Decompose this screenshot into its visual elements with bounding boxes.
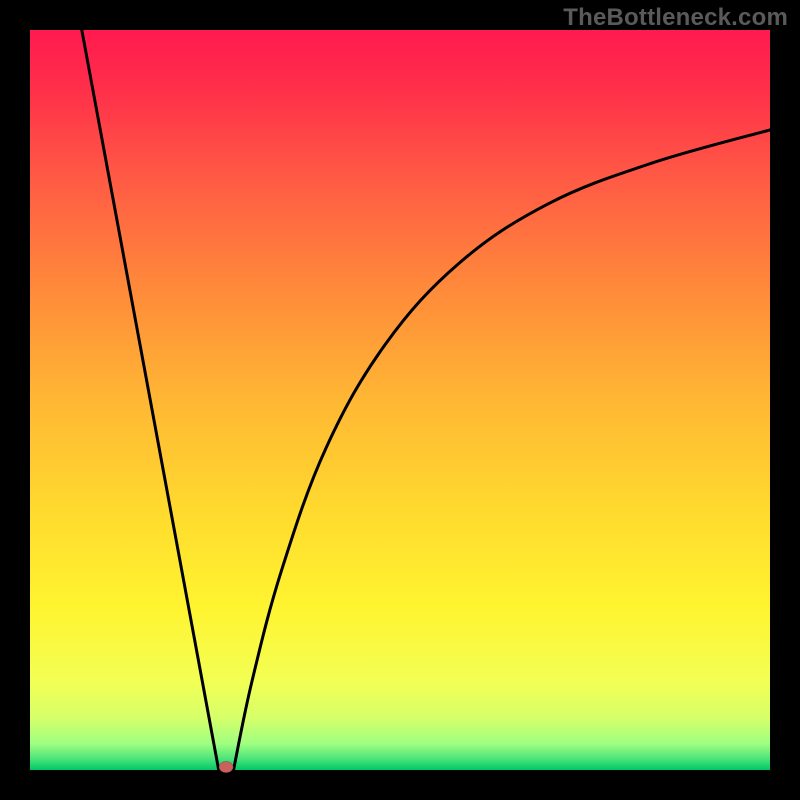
minimum-marker [219, 761, 233, 772]
bottleneck-chart-svg [0, 0, 800, 800]
chart-frame: TheBottleneck.com [0, 0, 800, 800]
watermark-text: TheBottleneck.com [563, 4, 788, 32]
plot-gradient-area [30, 30, 770, 770]
